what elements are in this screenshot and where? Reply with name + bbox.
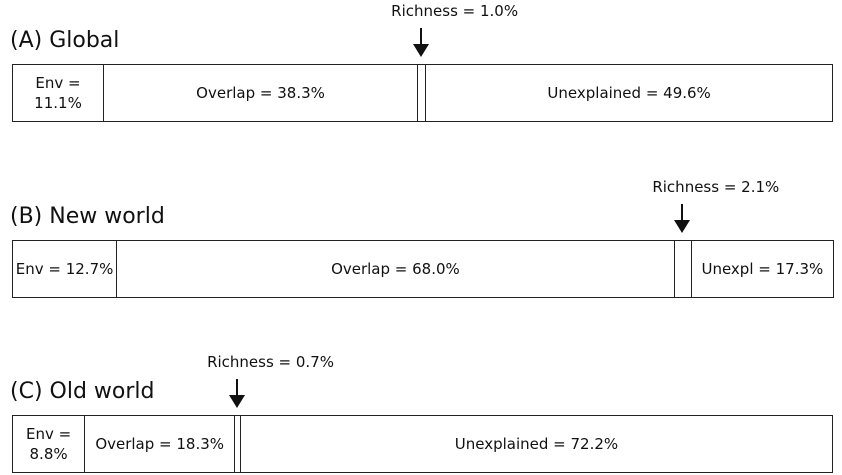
segment-label: Overlap = 18.3% <box>95 435 225 453</box>
panel-title: (B) New world <box>10 204 165 229</box>
arrow-head <box>413 44 430 57</box>
panel-title: (C) Old world <box>10 379 155 404</box>
arrow-head <box>674 220 691 233</box>
segment-label: Env = 11.1% <box>34 74 82 112</box>
bar-segment: Unexplained = 72.2% <box>239 415 833 473</box>
segment-label: Overlap = 68.0% <box>331 260 460 278</box>
arrow <box>674 204 691 233</box>
bar-segment: Env = 8.8% <box>12 415 86 473</box>
segment-label: Env = 12.7% <box>15 260 114 278</box>
bar-segment <box>673 240 692 298</box>
segment-label: Unexpl = 17.3% <box>701 260 824 278</box>
segment-label: Unexplained = 49.6% <box>547 84 711 102</box>
segment-label: Richness = 2.1% <box>652 178 780 196</box>
segment-label: Unexplained = 72.2% <box>454 435 619 453</box>
segment-label: Env = 8.8% <box>25 425 72 463</box>
arrow <box>229 379 246 408</box>
panel-title: (A) Global <box>10 28 120 53</box>
bar-segment: Overlap = 68.0% <box>116 240 675 298</box>
bar-segment: Env = 12.7% <box>12 240 118 298</box>
bar-segment: Env = 11.1% <box>12 64 105 122</box>
arrow-head <box>229 395 246 408</box>
segment-label: Richness = 1.0% <box>391 2 519 20</box>
arrow <box>413 28 430 57</box>
segment-label: Richness = 0.7% <box>207 353 334 371</box>
bar-segment: Overlap = 38.3% <box>103 64 419 122</box>
bar-segment: Overlap = 18.3% <box>84 415 236 473</box>
bar-segment: Unexpl = 17.3% <box>690 240 834 298</box>
bar-segment: Unexplained = 49.6% <box>425 64 833 122</box>
segment-label: Overlap = 38.3% <box>196 84 325 102</box>
